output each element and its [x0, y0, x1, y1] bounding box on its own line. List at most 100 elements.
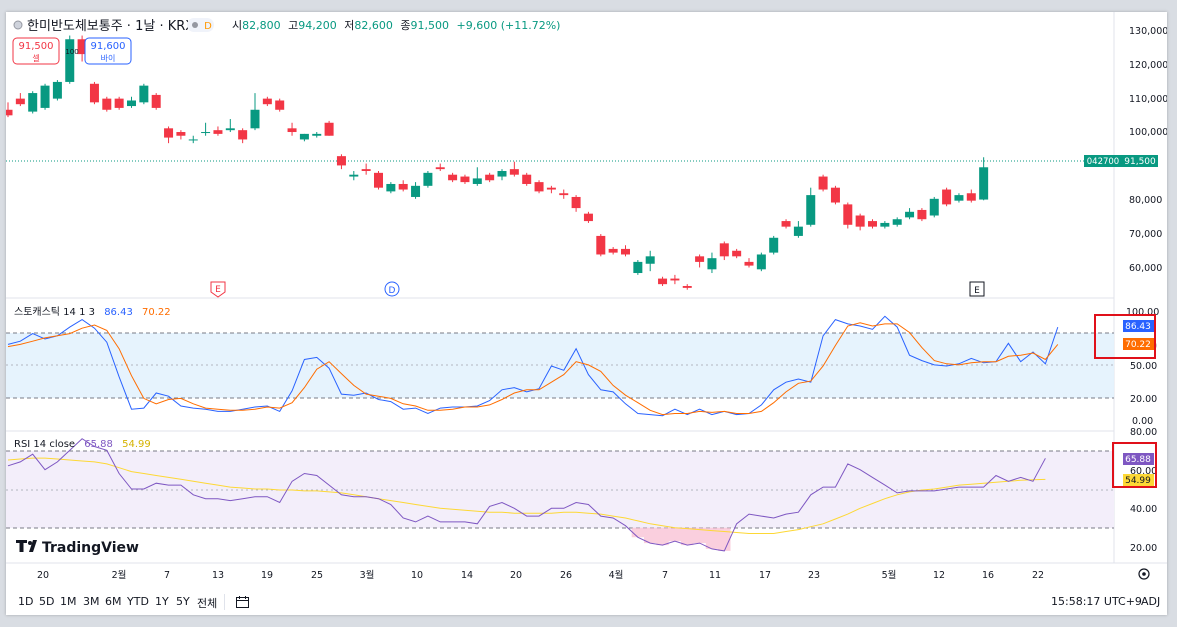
candle-body[interactable]	[509, 169, 519, 175]
candle-body[interactable]	[596, 235, 606, 255]
candle-body[interactable]	[176, 132, 186, 136]
date-range-calendar-icon[interactable]	[235, 595, 251, 610]
candle-body[interactable]	[621, 248, 630, 255]
candle-body[interactable]	[411, 185, 421, 197]
symbol-header[interactable]: 한미반도체보통주 · 1날 · KRX D 시82,800 고94,200 저8…	[13, 18, 560, 34]
candle-body[interactable]	[670, 278, 680, 281]
settings-gear-icon[interactable]	[1138, 568, 1150, 580]
candle-body[interactable]	[682, 286, 692, 288]
candle-body[interactable]	[942, 189, 952, 205]
candle-body[interactable]	[806, 195, 816, 225]
candle-body[interactable]	[15, 98, 25, 105]
candle-body[interactable]	[225, 128, 235, 131]
buy-button[interactable]: 91,600 바이	[84, 37, 132, 65]
candle-body[interactable]	[3, 109, 13, 116]
candle-body[interactable]	[40, 85, 50, 108]
candle-body[interactable]	[818, 176, 828, 190]
candle-body[interactable]	[151, 94, 161, 108]
candle-body[interactable]	[756, 254, 766, 270]
sell-button-frame[interactable]	[12, 37, 60, 65]
candle-body[interactable]	[188, 139, 198, 141]
candles-group[interactable]	[3, 35, 989, 290]
candle-body[interactable]	[448, 174, 458, 181]
candle-body[interactable]	[28, 93, 38, 112]
candle-body[interactable]	[868, 221, 877, 227]
clock-readout[interactable]: 15:58:17 UTC+9	[1051, 595, 1142, 608]
candle-body[interactable]	[645, 256, 655, 264]
rsi-ma-line[interactable]	[7, 457, 1046, 534]
candle-body[interactable]	[830, 187, 840, 203]
timeframe-5d[interactable]: 5D	[39, 595, 55, 608]
earnings-upcoming-shape[interactable]	[969, 281, 985, 297]
dividend-marker-shape[interactable]	[384, 281, 400, 297]
timeframe-3m[interactable]: 3M	[83, 595, 100, 608]
candle-body[interactable]	[262, 98, 272, 105]
candle-body[interactable]	[979, 167, 989, 200]
candle-body[interactable]	[102, 98, 112, 110]
candle-body[interactable]	[905, 211, 915, 218]
candle-body[interactable]	[892, 219, 902, 225]
candle-body[interactable]	[583, 213, 593, 222]
candle-body[interactable]	[917, 209, 927, 220]
candle-body[interactable]	[336, 156, 346, 166]
candle-body[interactable]	[744, 261, 754, 266]
candle-body[interactable]	[855, 215, 865, 227]
sell-button[interactable]: 91,500 셀	[12, 37, 60, 65]
tradingview-logo[interactable]: TradingView	[16, 540, 139, 556]
candle-body[interactable]	[522, 174, 532, 184]
rsi-line[interactable]	[7, 438, 1046, 552]
candle-body[interactable]	[250, 109, 260, 129]
candle-body[interactable]	[139, 85, 149, 103]
adjustment-toggle[interactable]: ADJ	[1141, 595, 1161, 608]
candle-body[interactable]	[299, 133, 309, 140]
candle-body[interactable]	[324, 122, 334, 136]
candle-body[interactable]	[546, 187, 556, 190]
timeframe-1m[interactable]: 1M	[60, 595, 77, 608]
candle-body[interactable]	[201, 132, 211, 134]
candle-body[interactable]	[719, 243, 729, 257]
stoch-legend[interactable]: 스토캐스틱 14 1 3 86.43 70.22	[14, 306, 171, 318]
candle-body[interactable]	[275, 100, 285, 110]
candle-body[interactable]	[89, 83, 99, 103]
symbol-title[interactable]: 한미반도체보통주 · 1날 · KRX	[27, 19, 194, 34]
candle-body[interactable]	[52, 81, 62, 99]
timeframe-ytd[interactable]: YTD	[127, 595, 149, 608]
candle-body[interactable]	[608, 248, 618, 253]
candle-body[interactable]	[732, 250, 742, 257]
candle-body[interactable]	[287, 128, 297, 133]
candle-body[interactable]	[213, 130, 223, 134]
candle-body[interactable]	[559, 193, 569, 196]
candle-body[interactable]	[966, 193, 976, 201]
rsi-axis[interactable]: 80.00 60.00 40.00 20.00	[1130, 427, 1157, 554]
candle-body[interactable]	[658, 278, 668, 285]
candle-body[interactable]	[164, 128, 174, 138]
stoch-d-line[interactable]	[7, 322, 1059, 416]
price-axis[interactable]: 130,000 120,000 110,000 100,000 80,000 7…	[1129, 26, 1168, 274]
candle-body[interactable]	[114, 98, 124, 108]
earnings-marker[interactable]: E	[210, 281, 226, 298]
candle-body[interactable]	[127, 100, 136, 107]
candle-body[interactable]	[534, 182, 544, 192]
timeframe-1d[interactable]: 1D	[18, 595, 34, 608]
candle-body[interactable]	[497, 170, 507, 177]
candle-body[interactable]	[633, 261, 643, 274]
time-axis[interactable]: 20 2월 7 13 19 25 3월 10 14 20 26 4월 7 11 …	[37, 569, 1044, 581]
candle-body[interactable]	[769, 237, 779, 253]
candle-body[interactable]	[793, 226, 803, 236]
candle-body[interactable]	[571, 196, 581, 209]
timeframe-all[interactable]: 전체	[197, 597, 218, 610]
earnings-marker-shape[interactable]	[210, 281, 226, 298]
candle-body[interactable]	[423, 172, 433, 186]
delay-badge[interactable]	[187, 18, 214, 32]
candle-body[interactable]	[349, 174, 359, 177]
candle-body[interactable]	[238, 130, 248, 140]
candle-body[interactable]	[472, 178, 482, 184]
candle-body[interactable]	[707, 258, 717, 270]
chart-canvas[interactable]: 한미반도체보통주 · 1날 · KRX D 시82,800 고94,200 저8…	[3, 12, 1168, 592]
timeframe-5y[interactable]: 5Y	[176, 595, 190, 608]
candle-body[interactable]	[77, 39, 87, 55]
auto-scale-button[interactable]	[1138, 568, 1150, 580]
timeframe-1y[interactable]: 1Y	[155, 595, 169, 608]
earnings-marker-upcoming[interactable]: E	[969, 281, 985, 297]
buy-button-frame[interactable]	[84, 37, 132, 65]
